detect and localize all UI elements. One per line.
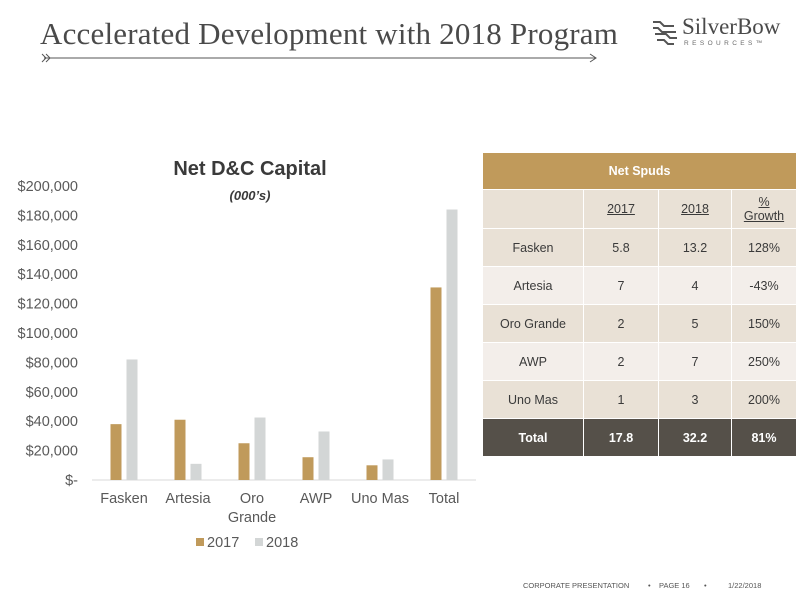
y-tick-label: $200,000 [18, 179, 78, 195]
table-row: AWP 2 7 250% [482, 342, 797, 381]
legend-label: 2017 [207, 535, 239, 551]
row-2018: 4 [658, 266, 732, 305]
x-tick-label: AWP [300, 491, 333, 507]
bar-2018-oro-grande [254, 417, 266, 480]
row-2017: 2 [583, 304, 659, 343]
net-dc-capital-chart: Net D&C Capital (000’s) $- $20,000 $40,000… [18, 158, 476, 551]
logo-subtitle: RESOURCES™ [684, 40, 766, 47]
column-header-2018: 2018 [658, 189, 732, 229]
column-header-2017: 2017 [583, 189, 659, 229]
table-row: Uno Mas 1 3 200% [482, 380, 797, 419]
row-growth: 128% [731, 228, 797, 267]
table-row: Oro Grande 2 5 150% [482, 304, 797, 343]
bar-2017-uno-mas [366, 465, 378, 480]
y-tick-label: $160,000 [18, 238, 78, 254]
x-tick-label: Fasken [100, 491, 148, 507]
footer-separator: • [648, 581, 651, 590]
chart-legend: 2017 2018 [196, 535, 298, 551]
row-name: Fasken [482, 228, 584, 267]
row-2018: 7 [658, 342, 732, 381]
row-2018: 5 [658, 304, 732, 343]
y-tick-label: $- [65, 473, 78, 489]
logo-name: SilverBow [682, 14, 781, 39]
row-2018: 3 [658, 380, 732, 419]
y-tick-label: $100,000 [18, 326, 78, 342]
row-growth: -43% [731, 266, 797, 305]
footer-page: PAGE 16 [659, 581, 690, 590]
row-growth: 200% [731, 380, 797, 419]
table-total-row: Total 17.8 32.2 81% [482, 418, 797, 457]
footer-label: CORPORATE PRESENTATION [523, 581, 630, 590]
row-name: Oro Grande [482, 304, 584, 343]
y-tick-label: $80,000 [26, 355, 78, 371]
bar-2017-artesia [174, 419, 186, 480]
bar-2018-total [446, 209, 458, 480]
footer-separator: • [704, 581, 707, 590]
bars [110, 209, 458, 480]
x-tick-label: Uno Mas [351, 491, 409, 507]
row-2017: 7 [583, 266, 659, 305]
row-name: Artesia [482, 266, 584, 305]
slide-title: Accelerated Development with 2018 Progra… [40, 16, 619, 51]
y-tick-label: $40,000 [26, 414, 78, 430]
x-tick-label: Oro Grande [228, 491, 276, 526]
row-name: AWP [482, 342, 584, 381]
legend-swatch [196, 538, 204, 546]
title-arrow-rule [41, 53, 597, 63]
company-logo: SilverBow RESOURCES™ [650, 14, 790, 54]
row-2017: 1 [583, 380, 659, 419]
logo-mark-icon [653, 21, 677, 45]
table-column-headers: 2017 2018 % Growth [482, 189, 797, 229]
table-header: Net Spuds [482, 152, 797, 190]
bar-2018-fasken [126, 359, 138, 480]
bar-2017-total [430, 287, 442, 480]
table-row: Artesia 7 4 -43% [482, 266, 797, 305]
chart-subtitle: (000’s) [230, 188, 271, 203]
footer-date: 1/22/2018 [728, 581, 762, 590]
row-name: Uno Mas [482, 380, 584, 419]
y-axis: $- $20,000 $40,000 $60,000 $80,000 $100,000 $1… [18, 179, 79, 489]
bar-2017-fasken [110, 424, 122, 480]
y-tick-label: $60,000 [26, 385, 78, 401]
legend-label: 2018 [266, 535, 298, 551]
y-tick-label: $20,000 [26, 444, 78, 460]
row-2017: 2 [583, 342, 659, 381]
row-2017: 5.8 [583, 228, 659, 267]
bar-2018-awp [318, 431, 330, 480]
y-tick-label: $180,000 [18, 208, 78, 224]
table-row: Fasken 5.8 13.2 128% [482, 228, 797, 267]
y-tick-label: $140,000 [18, 267, 78, 283]
bar-2018-artesia [190, 463, 202, 480]
total-name: Total [482, 418, 584, 457]
x-axis: Fasken Artesia Oro Grande AWP Uno Mas Total [100, 491, 459, 526]
x-tick-label: Total [429, 491, 460, 507]
total-growth: 81% [731, 418, 797, 457]
net-spuds-table: Net Spuds 2017 2018 % Growth Fasken 5.8 1… [482, 152, 797, 457]
row-growth: 250% [731, 342, 797, 381]
chart-title: Net D&C Capital [173, 158, 326, 180]
bar-2017-awp [302, 457, 314, 480]
x-tick-label: Artesia [165, 491, 211, 507]
legend-swatch [255, 538, 263, 546]
y-tick-label: $120,000 [18, 297, 78, 313]
bar-2018-uno-mas [382, 459, 394, 480]
total-2018: 32.2 [658, 418, 732, 457]
bar-2017-oro-grande [238, 443, 250, 480]
row-2018: 13.2 [658, 228, 732, 267]
total-2017: 17.8 [583, 418, 659, 457]
row-growth: 150% [731, 304, 797, 343]
column-header-growth: % Growth [731, 189, 797, 229]
column-header-blank [482, 189, 584, 229]
